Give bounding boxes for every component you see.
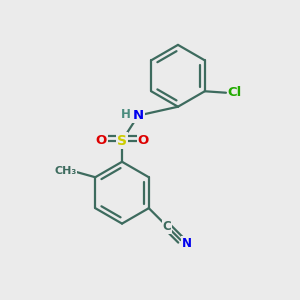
Text: O: O bbox=[95, 134, 106, 147]
Text: N: N bbox=[133, 109, 144, 122]
Text: C: C bbox=[163, 220, 171, 233]
Text: CH₃: CH₃ bbox=[54, 166, 76, 176]
Text: N: N bbox=[182, 236, 192, 250]
Text: S: S bbox=[117, 134, 127, 148]
Text: H: H bbox=[121, 108, 131, 121]
Text: Cl: Cl bbox=[228, 86, 242, 99]
Text: O: O bbox=[138, 134, 149, 147]
